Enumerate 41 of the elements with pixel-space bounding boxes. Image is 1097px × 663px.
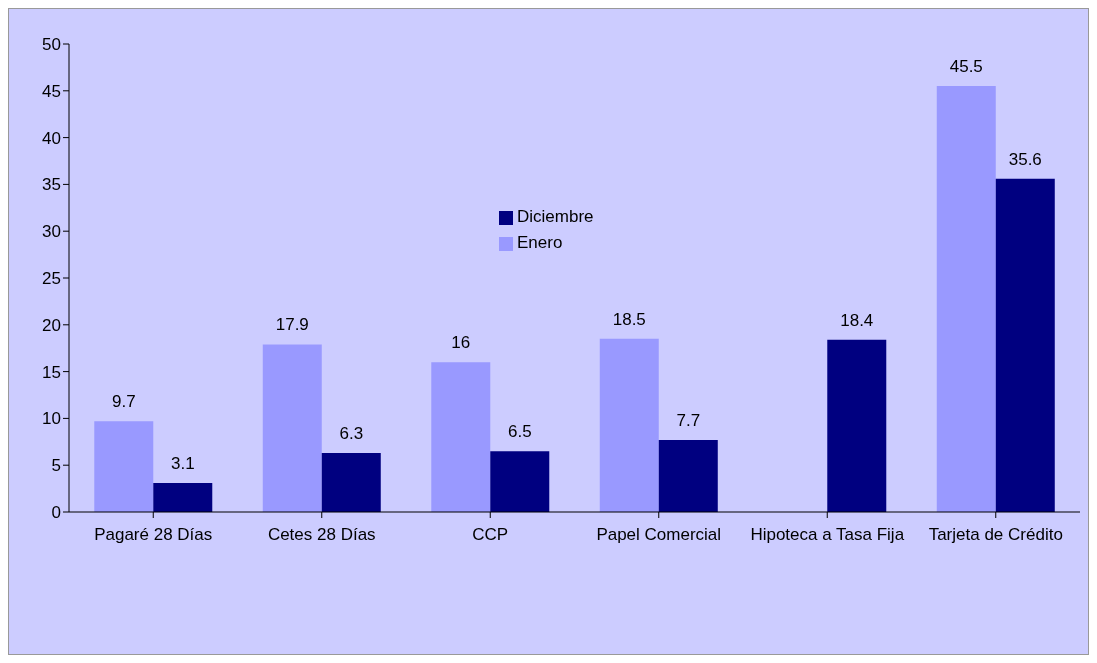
y-tick-label: 10 <box>42 409 61 429</box>
data-label: 6.5 <box>507 422 532 442</box>
bar <box>431 362 491 512</box>
x-tick-label: CCP <box>472 525 509 544</box>
y-tick-label: 5 <box>51 456 61 476</box>
data-label: 16 <box>451 333 471 353</box>
x-tick-label: Tarjeta de Crédito <box>928 525 1063 544</box>
x-tick-label: Cetes 28 Días <box>267 525 376 544</box>
data-label: 3.1 <box>170 453 195 473</box>
data-label: 7.7 <box>676 410 701 430</box>
y-tick-label: 15 <box>42 362 61 382</box>
data-label: 6.3 <box>339 424 364 444</box>
bar <box>153 482 213 512</box>
bar <box>658 439 718 512</box>
bar <box>995 178 1055 512</box>
x-tick-label: Hipoteca a Tasa Fija <box>750 525 905 544</box>
data-label: 35.6 <box>1008 149 1042 169</box>
y-tick-label: 25 <box>42 269 61 289</box>
y-tick-label: 35 <box>42 175 61 195</box>
bar <box>827 339 887 512</box>
bar <box>94 421 154 512</box>
bar <box>599 338 659 512</box>
data-label: 9.7 <box>111 392 136 412</box>
y-tick-label: 0 <box>51 503 61 523</box>
data-label: 18.4 <box>840 310 874 330</box>
y-tick-label: 20 <box>42 315 61 335</box>
x-tick-label: Pagaré 28 Días <box>94 525 213 544</box>
y-tick-label: 30 <box>42 222 61 242</box>
y-tick-label: 50 <box>42 35 61 55</box>
data-label: 17.9 <box>275 315 309 335</box>
legend-label: Diciembre <box>517 207 594 226</box>
data-label: 45.5 <box>949 57 983 77</box>
legend-label: Enero <box>517 233 563 252</box>
bar <box>936 86 996 512</box>
x-tick-label: Papel Comercial <box>596 525 722 544</box>
y-tick-label: 40 <box>42 128 61 148</box>
bar <box>490 451 550 512</box>
bar <box>262 344 322 512</box>
data-label: 18.5 <box>612 309 646 329</box>
y-tick-label: 45 <box>42 81 61 101</box>
bar <box>321 453 381 512</box>
